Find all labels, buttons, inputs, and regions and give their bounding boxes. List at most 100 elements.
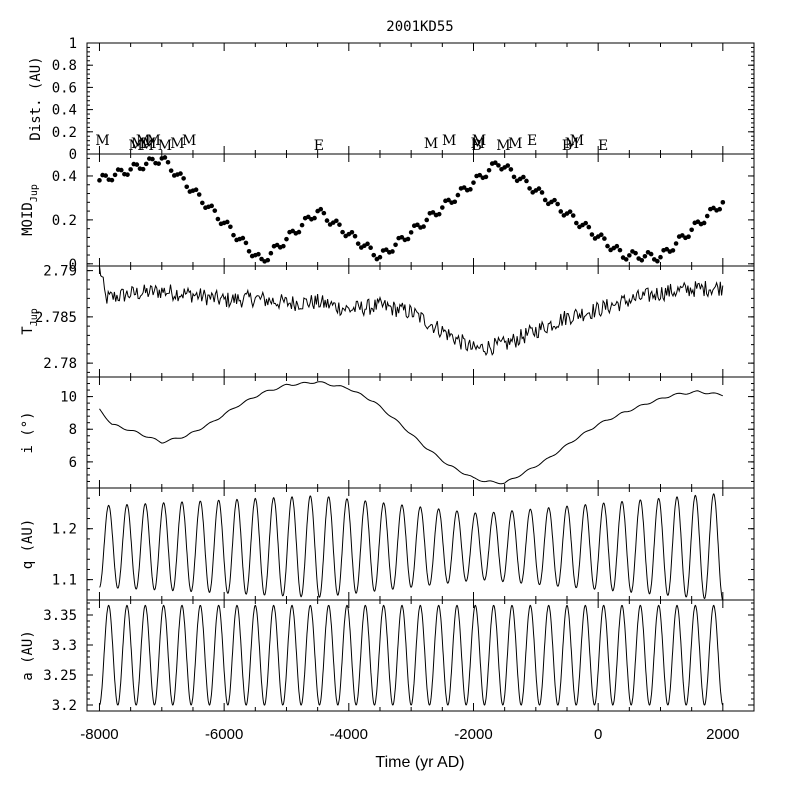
moid-point	[686, 234, 691, 239]
moid-point	[648, 251, 654, 257]
moid-point	[617, 247, 623, 253]
moid-point	[558, 209, 564, 214]
ytick-label-moid-1: 0.2	[52, 213, 77, 229]
ylabel-sub-tjup: Jup	[29, 308, 40, 326]
moid-point	[371, 252, 377, 258]
panel-q: 1.1 1.2 q (AU)	[20, 487, 755, 601]
moid-point	[486, 167, 492, 173]
moid-point	[184, 184, 190, 190]
moid-point	[471, 180, 476, 185]
moid-point	[539, 190, 545, 195]
event-M-9: M	[182, 133, 196, 149]
ytick-label-q-1: 1.2	[52, 522, 77, 538]
ytick-label-dist-1: 0.2	[52, 125, 77, 141]
moid-point	[527, 186, 532, 191]
moid-point	[368, 245, 373, 251]
moid-point	[658, 254, 663, 260]
event-B-13: B	[471, 138, 481, 154]
ylabel-text-tjup: T	[20, 326, 36, 335]
moid-point	[455, 192, 461, 198]
ytick-label-tjup-1: 2.785	[35, 310, 77, 326]
panel-incl: 6 8 10 i (°)	[20, 376, 755, 489]
moid-point	[349, 229, 355, 235]
event-M-5: M	[142, 136, 156, 152]
moid-point	[446, 197, 451, 203]
event-M-4: M	[140, 138, 154, 154]
moid-point	[274, 242, 280, 248]
ylabel-text-incl: i (°)	[20, 411, 36, 453]
moid-point	[430, 210, 436, 215]
moid-point	[720, 200, 726, 205]
moid-point	[296, 229, 302, 235]
event-E-10: E	[314, 138, 324, 154]
moid-point	[567, 209, 573, 214]
event-M-6: M	[147, 133, 161, 149]
moid-point	[212, 208, 218, 213]
moid-point	[196, 192, 202, 197]
moid-point	[717, 206, 723, 212]
ylabel-dist: Dist. (AU)	[28, 56, 44, 140]
moid-point	[570, 213, 576, 218]
moid-point	[209, 203, 214, 209]
event-E-18: E	[527, 133, 537, 149]
event-M-20: M	[565, 136, 579, 152]
moid-point	[224, 219, 230, 225]
moid-point	[268, 250, 274, 256]
ytick-label-dist-0: 0	[69, 147, 77, 163]
moid-point	[664, 246, 670, 252]
moid-point	[436, 211, 442, 217]
ylabel-a: a (AU)	[20, 630, 36, 681]
event-M-15: M	[472, 133, 486, 149]
moid-point	[383, 247, 389, 252]
moid-point	[200, 200, 205, 206]
moid-point	[505, 163, 511, 168]
moid-point	[589, 232, 595, 237]
ylabel-incl: i (°)	[20, 411, 36, 453]
moid-point	[265, 257, 271, 263]
moid-point	[711, 205, 716, 211]
moid-point	[623, 257, 629, 262]
moid-point	[415, 222, 420, 228]
ylabel-tjup: TJup	[20, 308, 40, 335]
panel-frame-incl	[86, 376, 755, 489]
moid-point	[477, 172, 483, 178]
moid-point	[178, 171, 183, 176]
moid-point	[290, 228, 296, 234]
ytick-label-incl-1: 8	[69, 422, 77, 438]
moid-point	[299, 222, 305, 228]
moid-point	[605, 243, 610, 249]
moid-point	[140, 166, 146, 172]
moid-point	[508, 167, 514, 172]
event-M-7: M	[158, 138, 172, 154]
moid-point	[440, 205, 445, 210]
moid-point	[156, 161, 161, 166]
event-M-8: M	[170, 136, 184, 152]
moid-point	[468, 187, 473, 192]
moid-point	[281, 243, 286, 249]
xtick-label-3: -2000	[454, 726, 492, 743]
moid-point	[321, 210, 327, 216]
ytick-label-q-0: 1.1	[52, 573, 77, 589]
panel-tjup: 2.78 2.785 2.79 TJup	[20, 264, 755, 378]
ytick-label-dist-4: 0.8	[52, 58, 77, 74]
series-line-q	[99, 493, 724, 601]
moid-point	[461, 185, 467, 190]
moid-point	[318, 206, 324, 212]
panel-frame-moid	[86, 153, 755, 267]
moid-point	[704, 213, 710, 219]
ylabel-q: q (AU)	[20, 519, 36, 570]
moid-point	[103, 173, 109, 178]
moid-point	[162, 155, 168, 160]
moid-point	[181, 176, 186, 181]
ytick-label-dist-3: 0.6	[52, 80, 77, 96]
moid-point	[215, 216, 221, 222]
x-axis-label: Time (yr AD)	[375, 754, 464, 771]
moid-point	[355, 241, 361, 246]
ytick-label-tjup-2: 2.79	[43, 264, 77, 280]
moid-point	[673, 241, 679, 246]
event-M-16: M	[496, 138, 510, 154]
moid-point	[112, 172, 118, 178]
ytick-label-a-2: 3.3	[52, 638, 77, 654]
moid-point	[511, 174, 517, 180]
